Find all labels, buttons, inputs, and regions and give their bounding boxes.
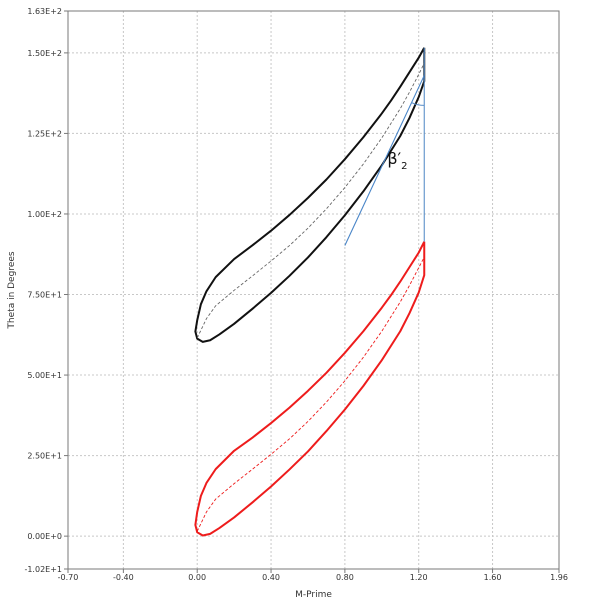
x-tick-label: 0.00 — [188, 573, 206, 582]
x-tick-label: 1.96 — [550, 573, 568, 582]
outlet-tangent-line — [344, 75, 425, 246]
y-tick-label: 1.50E+2 — [27, 49, 62, 58]
x-tick-label: 0.80 — [336, 573, 354, 582]
y-tick-label: 7.50E+1 — [27, 291, 62, 300]
pressure-side-blade-outline — [194, 47, 426, 343]
y-tick-label: -1.02E+1 — [24, 565, 62, 574]
angle-arc — [411, 102, 425, 106]
x-tick-label: 1.60 — [484, 573, 502, 582]
x-axis-title: M-Prime — [295, 590, 332, 600]
beta-subscript: 2 — [401, 161, 407, 172]
plot-frame — [67, 10, 560, 570]
beta-angle-label: β′2 — [387, 149, 407, 172]
y-axis-title: Theta in Degrees — [7, 251, 17, 329]
beta-symbol: β′ — [387, 149, 401, 168]
y-tick-label: 0.00E+0 — [27, 532, 62, 541]
x-tick-label: 0.40 — [262, 573, 280, 582]
suction-side-camber-line — [196, 256, 425, 532]
y-tick-label: 5.00E+1 — [27, 371, 62, 380]
y-tick-label: 1.63E+2 — [27, 7, 62, 16]
y-tick-label: 1.25E+2 — [27, 129, 62, 138]
x-tick-label: 1.20 — [410, 573, 428, 582]
y-tick-label: 1.00E+2 — [27, 210, 62, 219]
suction-side-blade-outline — [194, 241, 426, 537]
x-tick-label: -0.40 — [113, 573, 134, 582]
y-tick-label: 2.50E+1 — [27, 452, 62, 461]
x-tick-label: -0.70 — [58, 573, 79, 582]
pressure-side-camber-line — [196, 62, 425, 339]
